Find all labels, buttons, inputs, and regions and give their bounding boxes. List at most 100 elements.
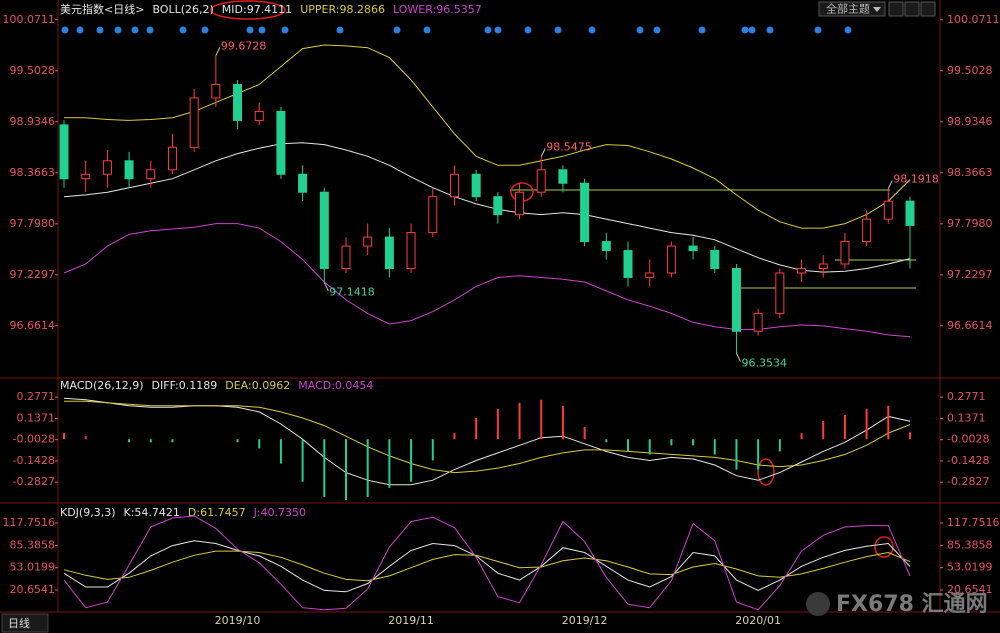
y-tick-label: 53.0199 [947,561,993,574]
candle-body [731,267,741,332]
event-dot [131,26,139,34]
y-tick-label: 20.6541 [947,583,993,596]
theme-menu-label[interactable]: 全部主题 [826,2,870,16]
toolbar-button[interactable] [904,1,920,17]
y-tick-label: -0.1428 [13,454,55,467]
event-dot [814,26,822,34]
indicator-line [63,515,911,611]
y-tick-label: -0.0028 [13,433,55,446]
candle-body [775,272,785,314]
event-dot [748,26,756,34]
y-tick-label: -0.0028 [947,433,989,446]
annotation-leader [887,180,893,189]
legend-label: MID:97.4111 [222,3,292,16]
y-tick-label: -0.2827 [13,475,55,488]
candle-body [319,191,329,269]
indicator-line [64,400,911,474]
highlight-circle [210,0,286,20]
y-tick-label: 97.2297 [10,268,56,281]
highlight-circle [757,458,775,486]
candle-body [449,173,459,198]
period-tab[interactable] [1,613,49,633]
event-dot [61,26,69,34]
highlight-circle [874,536,894,558]
event-dot [76,26,84,34]
candle-body [623,250,633,278]
x-tick-label: 2020/01 [735,614,781,627]
candle-body [276,110,286,175]
event-dot [146,26,154,34]
candle-body [428,196,438,234]
event-dot [179,26,187,34]
extreme-label: 96.3534 [741,356,787,369]
event-dot [281,26,289,34]
candle-body [818,263,828,269]
candle-body [189,97,199,148]
candle-body [666,245,676,274]
candle-body [471,173,481,198]
candle-body [102,160,112,175]
legend-label: DEA:0.0962 [225,379,290,392]
y-tick-label: 97.7980 [10,217,56,230]
candle-body [81,173,91,180]
candle-body [124,160,134,180]
y-tick-label: 98.9346 [10,115,56,128]
legend-label: J:40.7350 [253,506,306,519]
candle-body [688,245,698,252]
toolbar-button[interactable] [920,1,936,17]
event-dot [554,26,562,34]
y-tick-label: 0.2771 [17,390,56,403]
event-dot [96,26,104,34]
toolbar-button[interactable] [888,1,904,17]
legend-label: LOWER:96.5357 [393,3,482,16]
candle-body [558,169,568,184]
event-dot [336,26,344,34]
event-dot [741,26,749,34]
legend-label: MACD(26,12,9) [60,379,144,392]
y-tick-label: 85.3858 [10,538,56,551]
period-label[interactable]: 日线 [8,616,30,630]
y-tick-label: 53.0199 [10,561,56,574]
y-tick-label: 99.5028 [10,64,56,77]
event-dot [588,26,596,34]
x-tick-label: 2019/12 [562,614,608,627]
y-tick-label: 100.0711 [947,13,1000,26]
extreme-label: 99.6728 [221,40,267,53]
legend-label: BOLL(26,2) [152,3,213,16]
candle-body [883,200,893,220]
y-tick-label: 117.7516 [3,516,56,529]
theme-menu[interactable] [818,1,886,17]
y-tick-label: 85.3858 [947,538,993,551]
candle-body [753,312,763,332]
event-dot [114,26,122,34]
candle-body [406,232,416,269]
extreme-label: 97.1418 [329,286,375,299]
extreme-label: 98.5475 [546,141,592,154]
annotation-leader [215,47,221,56]
candle-body [862,218,872,243]
indicator-line [64,44,911,229]
candle-body [211,83,221,99]
y-tick-label: 98.3663 [10,166,56,179]
candle-body [710,250,720,269]
candle-body [384,236,394,269]
legend-label: D:61.7457 [188,506,246,519]
extreme-label: 98.1918 [893,172,939,185]
event-dot [246,26,254,34]
y-tick-label: 98.3663 [947,166,993,179]
candle-body [298,173,308,193]
y-tick-label: 0.1371 [17,411,56,424]
y-tick-label: -0.1428 [947,454,989,467]
candle-body [363,236,373,247]
watermark-logo [806,592,830,616]
dropdown-arrow [873,7,881,12]
y-tick-label: 0.1371 [947,411,986,424]
candle-body [905,200,915,226]
candle-body [59,124,69,180]
candle-body [254,110,264,121]
event-dot [524,26,532,34]
legend-label: KDJ(9,3,3) [60,506,116,519]
legend-label: K:54.7421 [124,506,180,519]
